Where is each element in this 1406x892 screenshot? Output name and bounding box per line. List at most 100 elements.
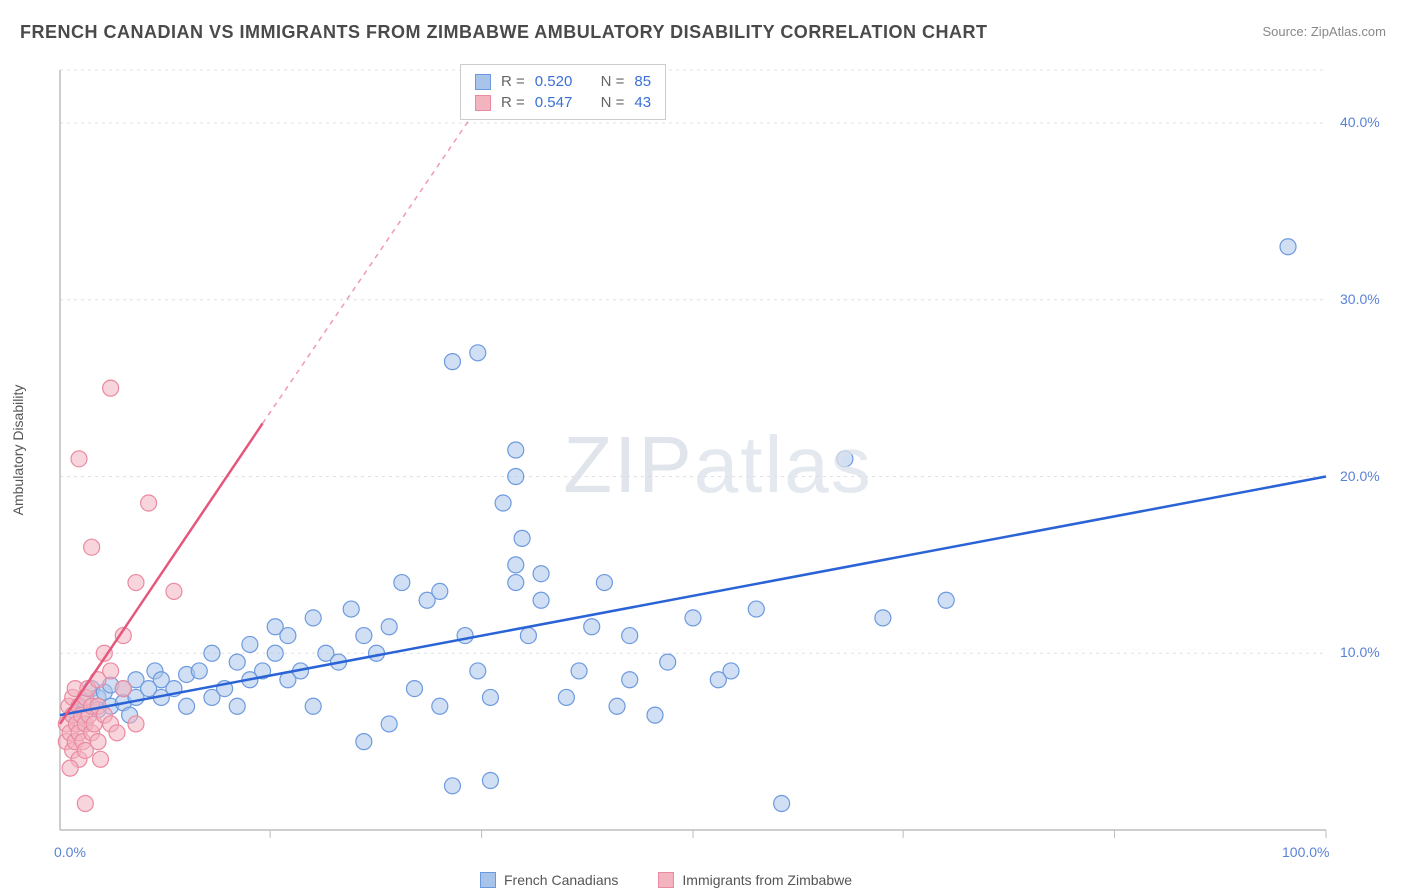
scatter-point	[622, 672, 638, 688]
trend-line	[60, 477, 1326, 716]
axis-tick-label: 100.0%	[1282, 844, 1329, 860]
scatter-point	[432, 583, 448, 599]
correlation-legend: R = 0.520 N = 85 R = 0.547 N = 43	[460, 64, 666, 120]
scatter-point	[444, 354, 460, 370]
chart-svg	[50, 60, 1386, 870]
scatter-point	[103, 380, 119, 396]
r-label: R =	[501, 73, 525, 90]
scatter-point	[115, 681, 131, 697]
scatter-point	[470, 663, 486, 679]
scatter-point	[191, 663, 207, 679]
legend-swatch-icon	[475, 74, 491, 90]
scatter-point	[470, 345, 486, 361]
scatter-point	[179, 698, 195, 714]
scatter-point	[204, 645, 220, 661]
scatter-point	[381, 619, 397, 635]
scatter-point	[482, 773, 498, 789]
scatter-point	[444, 778, 460, 794]
scatter-point	[77, 795, 93, 811]
source-prefix: Source:	[1262, 24, 1310, 39]
scatter-point	[141, 495, 157, 511]
scatter-point	[457, 628, 473, 644]
scatter-point	[533, 566, 549, 582]
scatter-point	[508, 557, 524, 573]
scatter-point	[62, 760, 78, 776]
legend-item: Immigrants from Zimbabwe	[658, 872, 852, 888]
scatter-point	[514, 530, 530, 546]
scatter-point	[482, 689, 498, 705]
source-link[interactable]: ZipAtlas.com	[1311, 24, 1386, 39]
scatter-point	[647, 707, 663, 723]
scatter-point	[748, 601, 764, 617]
chart-title: FRENCH CANADIAN VS IMMIGRANTS FROM ZIMBA…	[20, 22, 987, 43]
scatter-point	[622, 628, 638, 644]
scatter-point	[875, 610, 891, 626]
scatter-point	[128, 575, 144, 591]
source-attribution: Source: ZipAtlas.com	[1262, 24, 1386, 39]
axis-tick-label: 30.0%	[1340, 291, 1380, 307]
legend-item: French Canadians	[480, 872, 618, 888]
axis-tick-label: 10.0%	[1340, 644, 1380, 660]
scatter-point	[381, 716, 397, 732]
scatter-point	[495, 495, 511, 511]
scatter-point	[571, 663, 587, 679]
scatter-point	[660, 654, 676, 670]
scatter-point	[508, 469, 524, 485]
n-value: 85	[634, 73, 651, 90]
scatter-point	[837, 451, 853, 467]
scatter-point	[596, 575, 612, 591]
scatter-point	[938, 592, 954, 608]
scatter-point	[406, 681, 422, 697]
y-axis-label: Ambulatory Disability	[10, 385, 26, 516]
scatter-point	[128, 716, 144, 732]
scatter-point	[356, 734, 372, 750]
axis-tick-label: 0.0%	[54, 844, 86, 860]
n-label: N =	[601, 73, 625, 90]
r-label: R =	[501, 94, 525, 111]
scatter-point	[267, 645, 283, 661]
scatter-point	[71, 451, 87, 467]
scatter-point	[305, 610, 321, 626]
scatter-point	[533, 592, 549, 608]
scatter-point	[508, 442, 524, 458]
scatter-point	[280, 628, 296, 644]
scatter-point	[229, 698, 245, 714]
scatter-point	[685, 610, 701, 626]
legend-swatch-icon	[658, 872, 674, 888]
scatter-point	[558, 689, 574, 705]
scatter-point	[109, 725, 125, 741]
legend-row: R = 0.547 N = 43	[475, 92, 651, 113]
chart-plot-area: ZIPatlas	[50, 60, 1386, 870]
scatter-point	[229, 654, 245, 670]
legend-swatch-icon	[475, 95, 491, 111]
axis-tick-label: 40.0%	[1340, 114, 1380, 130]
scatter-point	[508, 575, 524, 591]
scatter-point	[305, 698, 321, 714]
scatter-point	[432, 698, 448, 714]
legend-label: Immigrants from Zimbabwe	[682, 872, 852, 888]
scatter-point	[166, 583, 182, 599]
scatter-point	[84, 539, 100, 555]
scatter-point	[394, 575, 410, 591]
scatter-point	[1280, 239, 1296, 255]
legend-row: R = 0.520 N = 85	[475, 71, 651, 92]
scatter-point	[609, 698, 625, 714]
n-value: 43	[634, 94, 651, 111]
scatter-point	[723, 663, 739, 679]
scatter-point	[343, 601, 359, 617]
scatter-point	[356, 628, 372, 644]
axis-tick-label: 20.0%	[1340, 468, 1380, 484]
scatter-point	[774, 795, 790, 811]
scatter-point	[90, 734, 106, 750]
scatter-point	[520, 628, 536, 644]
scatter-point	[242, 636, 258, 652]
scatter-point	[103, 663, 119, 679]
scatter-point	[584, 619, 600, 635]
r-value: 0.520	[535, 73, 573, 90]
scatter-point	[93, 751, 109, 767]
r-value: 0.547	[535, 94, 573, 111]
legend-swatch-icon	[480, 872, 496, 888]
n-label: N =	[601, 94, 625, 111]
legend-label: French Canadians	[504, 872, 618, 888]
series-legend: French Canadians Immigrants from Zimbabw…	[480, 872, 852, 888]
